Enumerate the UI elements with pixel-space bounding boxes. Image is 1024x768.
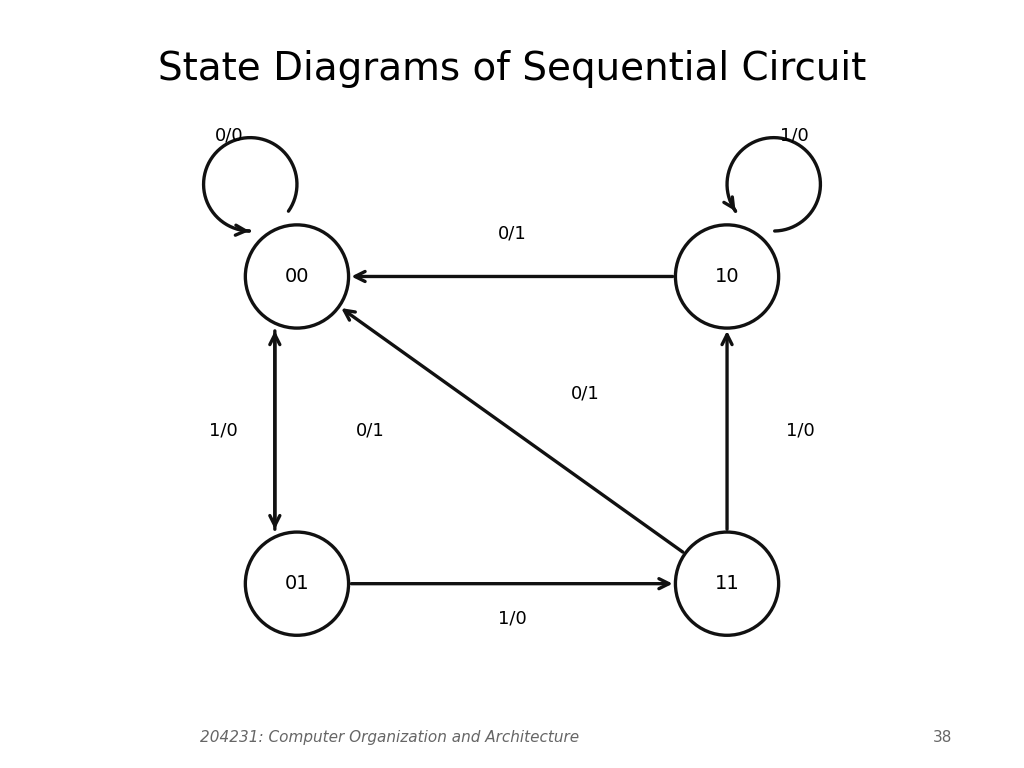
Text: 00: 00 bbox=[285, 267, 309, 286]
Text: 0/1: 0/1 bbox=[571, 384, 600, 402]
Text: 01: 01 bbox=[285, 574, 309, 593]
Text: 10: 10 bbox=[715, 267, 739, 286]
Text: 1/0: 1/0 bbox=[498, 609, 526, 627]
Text: 1/0: 1/0 bbox=[786, 421, 815, 439]
Circle shape bbox=[676, 532, 778, 635]
Text: State Diagrams of Sequential Circuit: State Diagrams of Sequential Circuit bbox=[158, 50, 866, 88]
Circle shape bbox=[676, 225, 778, 328]
Text: 0/1: 0/1 bbox=[356, 421, 385, 439]
Text: 204231: Computer Organization and Architecture: 204231: Computer Organization and Archit… bbox=[200, 730, 579, 745]
Circle shape bbox=[246, 532, 348, 635]
Text: 1/0: 1/0 bbox=[780, 126, 809, 144]
Text: 0/1: 0/1 bbox=[498, 224, 526, 243]
Circle shape bbox=[246, 225, 348, 328]
Text: 38: 38 bbox=[933, 730, 951, 745]
Text: 1/0: 1/0 bbox=[209, 421, 238, 439]
Text: 0/0: 0/0 bbox=[215, 126, 244, 144]
Text: 11: 11 bbox=[715, 574, 739, 593]
